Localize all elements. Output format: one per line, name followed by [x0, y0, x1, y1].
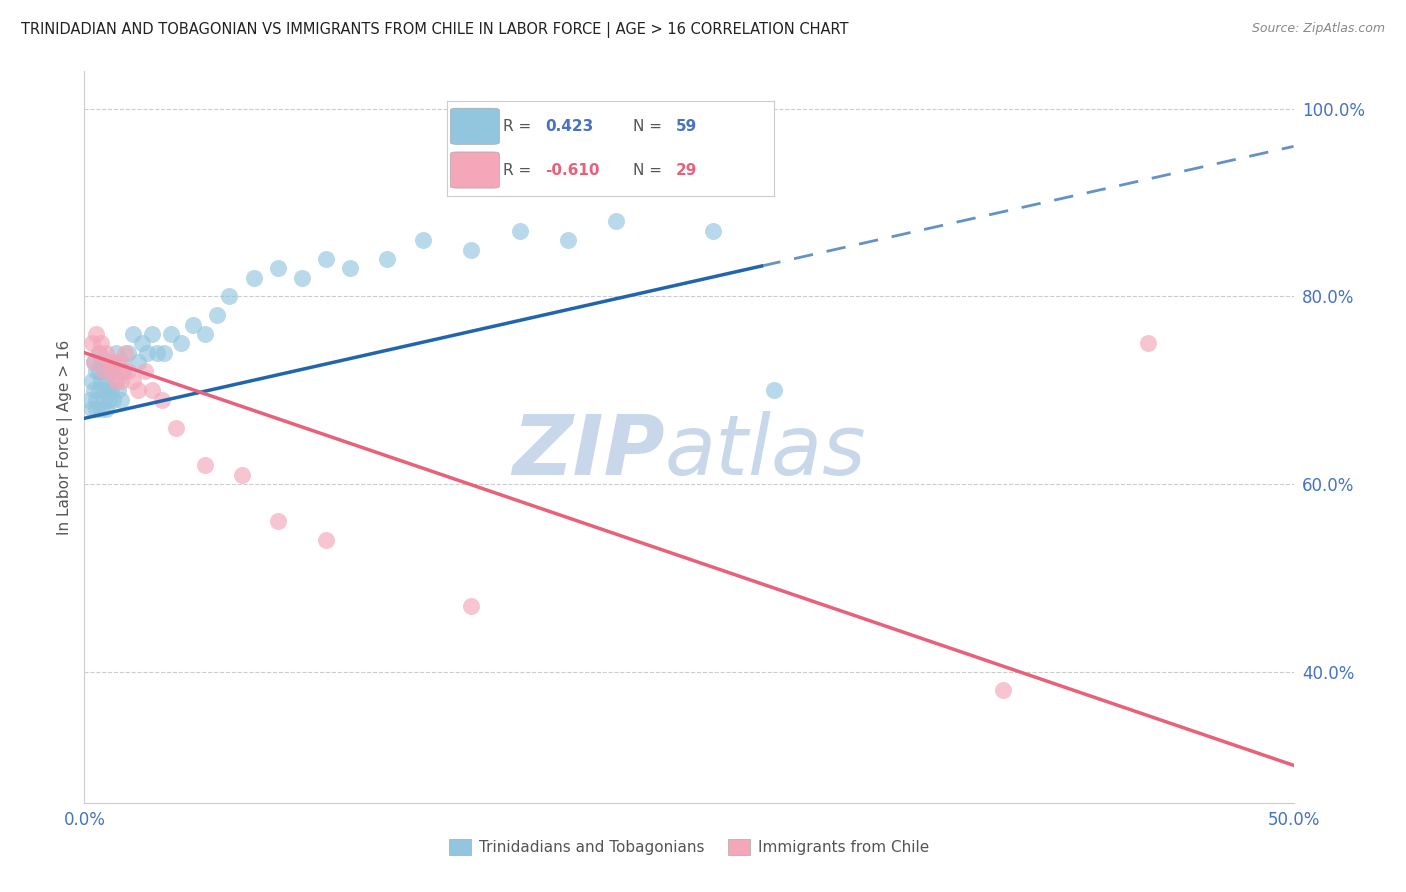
Point [93, 392, 115, 407]
Point [117, 345, 139, 359]
Point [117, 364, 139, 378]
Point [146, 345, 169, 359]
Point [127, 355, 149, 369]
Point [121, 326, 143, 341]
Point [87, 364, 110, 378]
Point [509, 224, 531, 238]
Point [339, 261, 361, 276]
Point [97, 383, 120, 397]
Text: atlas: atlas [665, 411, 866, 492]
Point [100, 383, 122, 397]
Point [80, 336, 103, 351]
Point [375, 252, 398, 266]
Point [267, 261, 290, 276]
Point [86, 392, 108, 407]
Point [103, 392, 125, 407]
Point [181, 318, 204, 332]
Point [231, 467, 253, 482]
Legend: Trinidadians and Tobagonians, Immigrants from Chile: Trinidadians and Tobagonians, Immigrants… [443, 833, 935, 861]
Point [112, 364, 135, 378]
Point [94, 401, 117, 416]
Point [194, 326, 217, 341]
Point [97, 392, 120, 407]
Point [153, 345, 176, 359]
Point [107, 383, 129, 397]
Text: Source: ZipAtlas.com: Source: ZipAtlas.com [1251, 22, 1385, 36]
Point [1137, 336, 1160, 351]
Point [291, 270, 314, 285]
Point [121, 374, 143, 388]
Point [242, 270, 264, 285]
Point [110, 355, 132, 369]
Point [90, 374, 112, 388]
Point [93, 364, 115, 378]
Point [83, 355, 105, 369]
Point [218, 289, 240, 303]
Point [94, 345, 117, 359]
Point [136, 345, 159, 359]
Point [107, 355, 129, 369]
Point [762, 383, 785, 397]
Point [77, 392, 100, 407]
Point [110, 374, 132, 388]
Point [993, 683, 1015, 698]
Point [267, 515, 290, 529]
Point [87, 345, 110, 359]
Point [557, 233, 579, 247]
Point [83, 383, 105, 397]
Point [412, 233, 434, 247]
Point [605, 214, 627, 228]
Point [103, 364, 125, 378]
Point [104, 374, 127, 388]
Point [315, 252, 337, 266]
Point [134, 364, 156, 378]
Point [702, 224, 724, 238]
Point [110, 392, 132, 407]
Point [83, 355, 105, 369]
Point [86, 326, 108, 341]
Point [90, 336, 112, 351]
Point [315, 533, 337, 548]
Point [141, 326, 163, 341]
Point [93, 383, 115, 397]
Point [103, 355, 125, 369]
Point [131, 336, 153, 351]
Point [97, 364, 120, 378]
Point [207, 308, 229, 322]
Point [460, 243, 482, 257]
Point [87, 383, 110, 397]
Point [80, 374, 103, 388]
Point [170, 336, 193, 351]
Point [194, 458, 217, 473]
Point [87, 345, 110, 359]
Point [114, 345, 136, 359]
Point [112, 364, 135, 378]
Point [127, 383, 149, 397]
Point [90, 401, 112, 416]
Point [80, 401, 103, 416]
Point [100, 355, 122, 369]
Point [141, 383, 163, 397]
Point [94, 374, 117, 388]
Point [90, 355, 112, 369]
Point [86, 364, 108, 378]
Point [150, 392, 173, 407]
Y-axis label: In Labor Force | Age > 16: In Labor Force | Age > 16 [58, 340, 73, 534]
Text: TRINIDADIAN AND TOBAGONIAN VS IMMIGRANTS FROM CHILE IN LABOR FORCE | AGE > 16 CO: TRINIDADIAN AND TOBAGONIAN VS IMMIGRANTS… [21, 22, 849, 38]
Point [93, 364, 115, 378]
Text: ZIP: ZIP [512, 411, 665, 492]
Point [460, 599, 482, 613]
Point [86, 401, 108, 416]
Point [160, 326, 183, 341]
Point [97, 355, 120, 369]
Point [100, 364, 122, 378]
Point [165, 420, 187, 434]
Point [104, 374, 127, 388]
Point [104, 345, 127, 359]
